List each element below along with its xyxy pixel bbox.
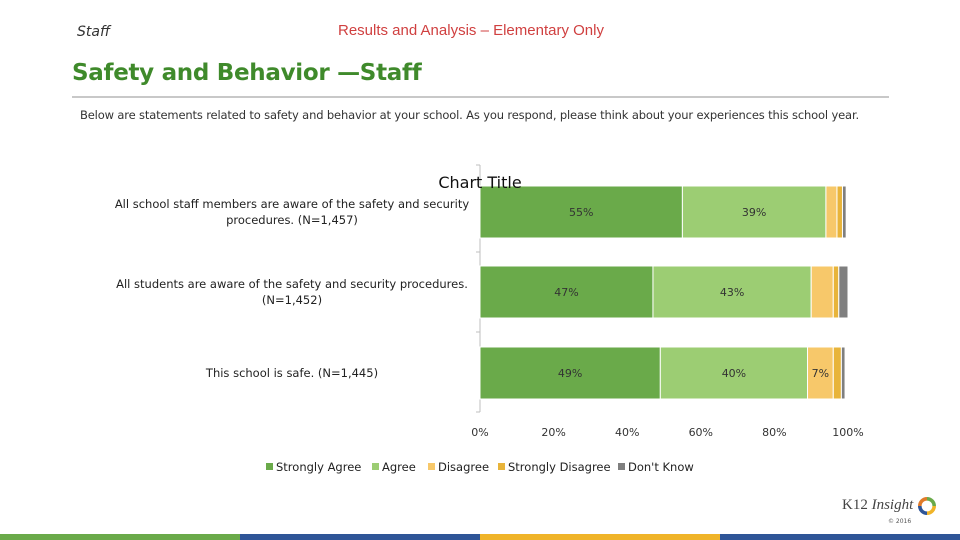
legend-label: Strongly Disagree [508,460,611,474]
data-label: 39% [742,206,766,219]
category-label: All school staff members are aware of th… [115,197,470,227]
bar-segment [652,265,812,319]
x-tick-label: 0% [471,426,488,439]
k12-insight-logo: K12 Insight [842,497,913,514]
legend-label: Disagree [438,460,489,474]
x-tick-label: 60% [689,426,713,439]
data-label: 47% [554,286,578,299]
bar-segment [659,346,809,400]
staff-label: Staff [77,24,111,40]
x-tick-label: 80% [762,426,786,439]
bar-segment [836,185,843,239]
legend-swatch [618,463,625,470]
bar-segment [479,346,661,400]
x-tick-label: 20% [541,426,565,439]
section-title: Results and Analysis – Elementary Only [338,22,604,39]
footer-bar-segment [0,534,240,540]
legend-swatch [372,463,379,470]
stacked-bar-chart: 55% 39% 47% 43% 49% 40% 7% All school staff mem… [115,164,864,474]
data-label: 43% [720,286,744,299]
footer-bar-segment [240,534,480,540]
logo-k12-text: K12 [842,497,868,513]
footer-color-bar [0,534,960,540]
intro-text: Below are statements related to safety a… [80,108,859,122]
bar-segment [825,185,838,239]
legend-swatch [498,463,505,470]
footer-bar-segment [480,534,720,540]
bar-segment [810,265,834,319]
copyright: © 2016 [888,518,912,525]
logo-insight-text: Insight [871,497,914,513]
data-label: 40% [722,367,746,380]
chart-title: Chart Title [438,173,521,192]
bar-segment [838,265,849,319]
title-divider [72,96,889,98]
data-label: 7% [812,367,829,380]
data-label: 55% [569,206,593,219]
legend-label: Agree [382,460,416,474]
page-title: Safety and Behavior —Staff [72,60,422,86]
bar-segment [832,265,840,319]
x-tick-label: 40% [615,426,639,439]
x-tick-label: 100% [832,426,863,439]
bar-segment [832,346,842,400]
logo-ring-icon [918,497,936,515]
legend-swatch [428,463,435,470]
bar-segment [841,185,847,239]
bar-segment [479,185,683,239]
category-label: All students are aware of the safety and… [116,277,468,307]
footer-bar-segment [720,534,960,540]
legend-label: Strongly Agree [276,460,361,474]
legend-label: Don't Know [628,460,694,474]
bar-segment [479,265,654,319]
legend-swatch [266,463,273,470]
bar-segment [840,346,846,400]
bar-segment [681,185,827,239]
data-label: 49% [558,367,582,380]
category-label: This school is safe. (N=1,445) [205,366,378,380]
